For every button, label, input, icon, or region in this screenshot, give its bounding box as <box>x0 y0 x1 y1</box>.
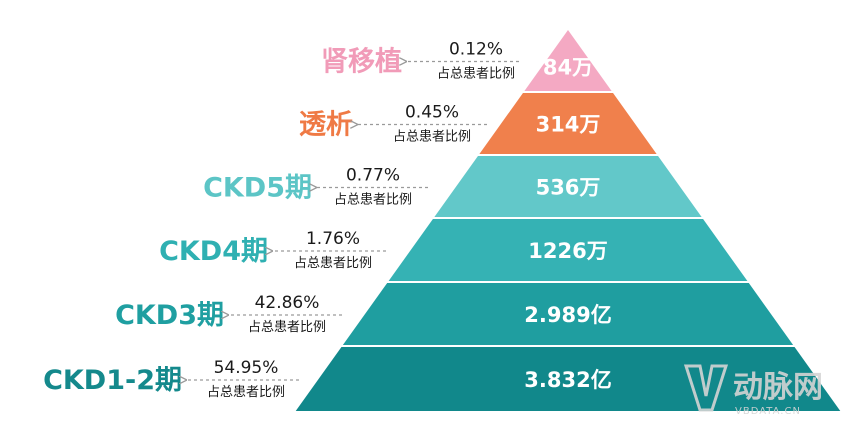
stage-label: CKD5期 <box>203 173 312 204</box>
percent-caption: 占总患者比例 <box>207 385 285 400</box>
percent-label: 0.45% <box>405 103 459 123</box>
percent-label: 42.86% <box>255 293 320 313</box>
tier-value: 2.989亿 <box>524 303 611 327</box>
pyramid-tiers: 84万 314万 536万 1226万 2.989亿 3.832亿 <box>295 30 841 411</box>
percent-caption: 占总患者比例 <box>248 320 326 335</box>
percent-label: 0.12% <box>449 40 503 60</box>
watermark-logo-icon <box>683 364 729 412</box>
watermark: 动脉网 VBDATA.CN <box>683 364 823 417</box>
pyramid-tier-1 <box>524 30 612 91</box>
stage-label: 透析 <box>299 110 353 141</box>
percent-caption: 占总患者比例 <box>334 193 412 208</box>
stage-label: CKD4期 <box>159 236 268 267</box>
percent-caption: 占总患者比例 <box>393 130 471 145</box>
pyramid-tier-2 <box>479 93 657 154</box>
percent-caption: 占总患者比例 <box>294 256 372 271</box>
percent-label: 1.76% <box>306 229 360 249</box>
percent-label: 0.77% <box>346 166 400 186</box>
pyramid-tier-3 <box>434 156 702 217</box>
pyramid-tier-4 <box>388 219 748 281</box>
tier-value: 84万 <box>543 56 593 80</box>
pyramid-tier-5 <box>342 283 794 345</box>
watermark-domain: VBDATA.CN <box>735 406 801 417</box>
percent-caption: 占总患者比例 <box>437 67 515 82</box>
tier-value: 1226万 <box>528 239 607 263</box>
tier-value: 536万 <box>536 176 601 200</box>
tier-value: 314万 <box>536 113 601 137</box>
watermark-text: 动脉网 <box>733 370 823 405</box>
tier-value: 3.832亿 <box>524 368 611 392</box>
pyramid-tier-6 <box>295 347 841 411</box>
stage-label: CKD3期 <box>115 300 224 331</box>
percent-label: 54.95% <box>214 358 279 378</box>
stage-label: CKD1-2期 <box>43 365 182 396</box>
stage-label: 肾移植 <box>321 46 402 78</box>
